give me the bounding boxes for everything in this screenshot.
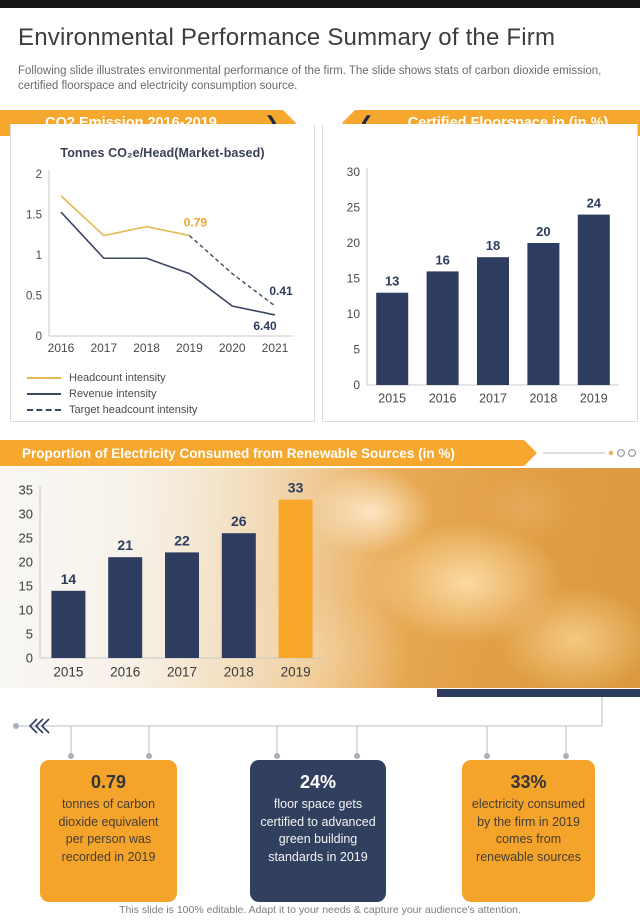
callout-value: 24%	[299, 772, 337, 792]
dot-icon	[608, 450, 614, 456]
co2-line-chart: 0 0.5 1 1.5 2 2016 2017 2018 2019 2020 2021 0.79 6.4…	[26, 169, 293, 355]
callout-co2: 0.79 tonnes of carbon dioxide equivalent…	[40, 760, 177, 902]
target-line-sample	[27, 409, 61, 411]
renewable-banner-label: Proportion of Electricity Consumed from …	[22, 445, 455, 461]
svg-text:25: 25	[347, 201, 361, 215]
svg-text:13: 13	[385, 274, 399, 289]
svg-text:30: 30	[19, 507, 33, 522]
svg-text:2019: 2019	[176, 341, 203, 355]
page-subtitle: Following slide illustrates environmenta…	[18, 65, 602, 93]
connector-lines	[13, 697, 603, 759]
headcount-line-sample	[27, 377, 61, 379]
svg-text:2015: 2015	[378, 392, 406, 406]
svg-text:20: 20	[19, 555, 33, 570]
footer-note: This slide is 100% editable. Adapt it to…	[119, 904, 521, 916]
svg-text:2016: 2016	[48, 341, 75, 355]
ring-icon	[616, 448, 626, 458]
svg-text:2017: 2017	[479, 392, 507, 406]
svg-text:2: 2	[36, 169, 42, 181]
triple-chevron-left-icon	[28, 718, 50, 734]
revenue-line-sample	[27, 393, 61, 395]
svg-text:1: 1	[36, 250, 42, 262]
svg-text:26: 26	[231, 513, 247, 529]
svg-text:20: 20	[536, 224, 550, 239]
svg-text:10: 10	[347, 307, 361, 321]
svg-text:16: 16	[435, 252, 449, 267]
svg-text:1.5: 1.5	[26, 210, 42, 222]
legend-item: Target headcount intensity	[27, 402, 197, 418]
svg-text:2015: 2015	[53, 665, 83, 680]
svg-text:2019: 2019	[580, 392, 608, 406]
svg-text:0: 0	[36, 331, 42, 343]
legend-label: Revenue intensity	[69, 388, 157, 400]
page-title: Environmental Performance Summary of the…	[18, 24, 556, 51]
callout-text: floor space gets certified to advanced g…	[260, 797, 376, 864]
svg-text:20: 20	[347, 236, 361, 250]
co2-chart-title: Tonnes CO₂e/Head(Market-based)	[60, 146, 265, 160]
svg-text:0.79: 0.79	[184, 216, 208, 230]
navy-accent-bar	[437, 689, 640, 697]
floorspace-bar-chart: 0 5 10 15 20 25 30 13 2015 16 2016 18 2017 20 2018 24 20…	[347, 165, 619, 406]
svg-text:21: 21	[117, 537, 133, 553]
svg-text:2019: 2019	[281, 665, 311, 680]
floorspace-chart-panel: 0 5 10 15 20 25 30 13 2015 16 2016 18 2017 20 2018 24 20…	[322, 124, 638, 422]
svg-text:0.41: 0.41	[269, 284, 293, 298]
svg-text:2018: 2018	[224, 665, 254, 680]
ring-icon	[627, 448, 637, 458]
co2-chart-legend: Headcount intensity Revenue intensity Ta…	[27, 370, 197, 418]
svg-text:6.40: 6.40	[253, 319, 277, 333]
callout-renewable: 33% electricity consumed by the firm in …	[462, 760, 595, 902]
svg-text:2016: 2016	[429, 392, 457, 406]
legend-label: Target headcount intensity	[69, 404, 198, 416]
svg-text:2016: 2016	[110, 665, 140, 680]
svg-text:0.5: 0.5	[26, 291, 42, 303]
svg-text:0: 0	[26, 651, 33, 666]
svg-text:35: 35	[19, 483, 33, 498]
callout-value: 33%	[510, 772, 547, 792]
svg-text:10: 10	[19, 603, 33, 618]
svg-text:24: 24	[587, 196, 602, 211]
renewable-bar-chart: 0 5 10 15 20 25 30 35 14 2015 21 2016 22 2017 26 2018 33…	[19, 480, 324, 680]
callout-floorspace: 24% floor space gets certified to advanc…	[250, 760, 386, 902]
svg-text:18: 18	[486, 238, 500, 253]
callout-value: 0.79	[90, 772, 127, 792]
co2-chart-panel: Tonnes CO₂e/Head(Market-based) 0 0.5 1 1.5 2…	[10, 124, 315, 422]
svg-text:2018: 2018	[529, 392, 557, 406]
legend-item: Headcount intensity	[27, 370, 197, 386]
svg-text:2018: 2018	[133, 341, 160, 355]
svg-text:0: 0	[353, 378, 360, 392]
callout-text: electricity consumed by the firm in 2019…	[471, 797, 586, 864]
svg-text:15: 15	[347, 272, 361, 286]
svg-text:5: 5	[353, 343, 360, 357]
svg-text:2021: 2021	[262, 341, 289, 355]
svg-text:2017: 2017	[167, 665, 197, 680]
svg-text:15: 15	[19, 579, 33, 594]
banner-trailing-dots	[543, 448, 637, 458]
callout-text: tonnes of carbon dioxide equivalent per …	[58, 797, 159, 864]
renewable-section-banner: Proportion of Electricity Consumed from …	[0, 440, 537, 466]
legend-item: Revenue intensity	[27, 386, 197, 402]
photo-background: 0 5 10 15 20 25 30 35 14 2015 21 2016 22 2017 26 2018 33…	[0, 468, 640, 688]
svg-text:22: 22	[174, 532, 190, 548]
svg-text:5: 5	[26, 627, 33, 642]
svg-text:2020: 2020	[219, 341, 246, 355]
svg-text:30: 30	[347, 165, 361, 179]
svg-text:33: 33	[288, 480, 304, 496]
svg-text:25: 25	[19, 531, 33, 546]
svg-text:14: 14	[61, 571, 77, 587]
svg-text:2017: 2017	[90, 341, 117, 355]
legend-label: Headcount intensity	[69, 372, 166, 384]
top-accent-bar	[0, 0, 640, 8]
